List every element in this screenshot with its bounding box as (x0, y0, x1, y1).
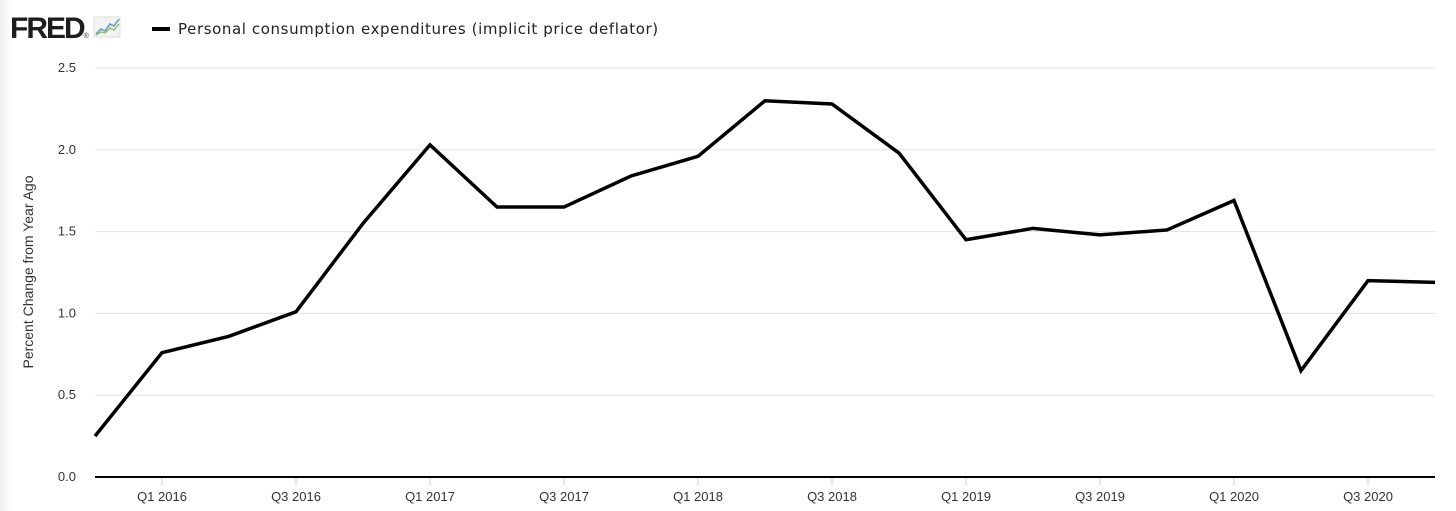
y-tick-labels: 0.0 0.5 1.0 1.5 2.0 2.5 (58, 60, 76, 484)
fred-wordmark: FRED (10, 12, 86, 45)
data-point[interactable] (90, 431, 100, 441)
legend-swatch (152, 27, 170, 31)
series-line[interactable] (93, 98, 1436, 438)
line-graph-icon (93, 15, 121, 44)
data-point[interactable] (894, 148, 904, 158)
data-point[interactable] (827, 99, 837, 109)
x-tick-label: Q1 2020 (1209, 489, 1259, 504)
fred-logo[interactable]: FRED ® (10, 14, 121, 44)
x-tick-label: Q3 2020 (1343, 489, 1393, 504)
data-point[interactable] (224, 331, 234, 341)
data-point[interactable] (1363, 276, 1373, 286)
data-point[interactable] (626, 171, 636, 181)
legend-series-label: Personal consumption expenditures (impli… (178, 20, 659, 38)
y-tick-label: 0.5 (58, 387, 76, 402)
grid-lines (95, 67, 1435, 396)
data-point[interactable] (559, 202, 569, 212)
data-point[interactable] (760, 96, 770, 106)
x-tick-label: Q1 2018 (673, 489, 723, 504)
data-point[interactable] (1430, 277, 1440, 287)
data-point[interactable] (1162, 225, 1172, 235)
data-point[interactable] (425, 140, 435, 150)
y-tick-label: 1.0 (58, 305, 76, 320)
x-tick-label: Q3 2017 (539, 489, 589, 504)
data-point[interactable] (157, 348, 167, 358)
x-tick-label: Q1 2017 (405, 489, 455, 504)
data-point[interactable] (1296, 366, 1306, 376)
data-point[interactable] (1229, 196, 1239, 206)
y-tick-label: 2.0 (58, 142, 76, 157)
left-edge-shade (0, 0, 12, 511)
x-tick-label: Q1 2019 (941, 489, 991, 504)
registered-mark: ® (83, 33, 89, 40)
y-tick-label: 2.5 (58, 60, 76, 75)
data-point[interactable] (1095, 230, 1105, 240)
x-tick-labels: Q1 2016 Q3 2016 Q1 2017 Q3 2017 Q1 2018 Q3 20… (137, 477, 1393, 504)
data-point[interactable] (1028, 223, 1038, 233)
y-axis-label: Percent Change from Year Ago (20, 175, 36, 368)
x-tick-label: Q3 2018 (807, 489, 857, 504)
x-tick-label: Q3 2019 (1075, 489, 1125, 504)
x-tick-label: Q1 2016 (137, 489, 187, 504)
data-point[interactable] (693, 151, 703, 161)
data-point[interactable] (492, 202, 502, 212)
series-layer (90, 96, 1440, 441)
y-tick-label: 0.0 (58, 469, 76, 484)
data-point[interactable] (358, 218, 368, 228)
data-point[interactable] (291, 307, 301, 317)
x-tick-label: Q3 2016 (271, 489, 321, 504)
chart-legend: Personal consumption expenditures (impli… (152, 20, 659, 38)
y-tick-label: 1.5 (58, 224, 76, 239)
data-point[interactable] (961, 235, 971, 245)
